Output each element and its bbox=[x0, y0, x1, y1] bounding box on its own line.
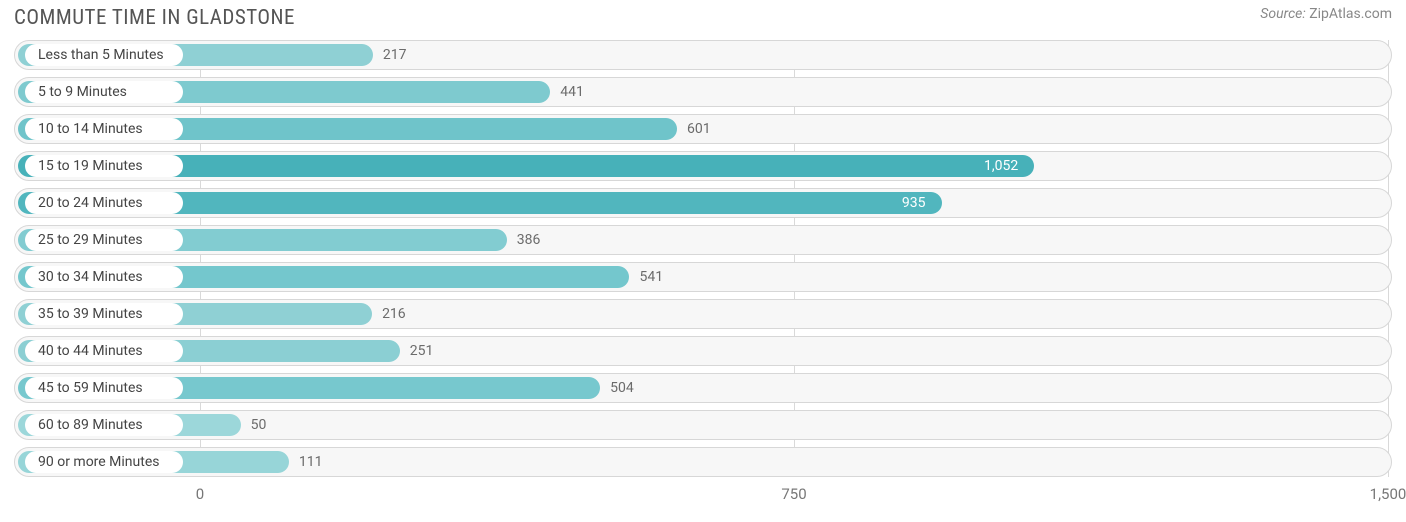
bar-row: 5 to 9 Minutes 441 bbox=[14, 77, 1392, 107]
bar-row: 10 to 14 Minutes 601 bbox=[14, 114, 1392, 144]
bar-category-label: 90 or more Minutes bbox=[25, 451, 183, 473]
chart-header: COMMUTE TIME IN GLADSTONE Source: ZipAtl… bbox=[0, 0, 1406, 34]
bar-value-label: 541 bbox=[639, 263, 663, 291]
bar-row: 30 to 34 Minutes 541 bbox=[14, 262, 1392, 292]
source-value: ZipAtlas.com bbox=[1309, 6, 1392, 22]
bar-category-label: 25 to 29 Minutes bbox=[25, 229, 183, 251]
bar-row: 25 to 29 Minutes 386 bbox=[14, 225, 1392, 255]
bar-category-label: 10 to 14 Minutes bbox=[25, 118, 183, 140]
bar-value-label: 504 bbox=[610, 374, 634, 402]
x-axis-tick: 0 bbox=[196, 485, 204, 503]
chart-source: Source: ZipAtlas.com bbox=[1260, 6, 1392, 22]
bar-row: 35 to 39 Minutes 216 bbox=[14, 299, 1392, 329]
bar-value-label: 216 bbox=[382, 300, 406, 328]
bar-row: Less than 5 Minutes 217 bbox=[14, 40, 1392, 70]
bar-category-label: 40 to 44 Minutes bbox=[25, 340, 183, 362]
chart-area: Less than 5 Minutes 217 5 to 9 Minutes 441 1… bbox=[0, 34, 1406, 509]
bar-value-label: 251 bbox=[410, 337, 434, 365]
bar-category-label: 45 to 59 Minutes bbox=[25, 377, 183, 399]
bar-row: 20 to 24 Minutes 935 bbox=[14, 188, 1392, 218]
bar-row: 45 to 59 Minutes 504 bbox=[14, 373, 1392, 403]
bar-category-label: 15 to 19 Minutes bbox=[25, 155, 183, 177]
bar-category-label: 30 to 34 Minutes bbox=[25, 266, 183, 288]
bar-value-label: 50 bbox=[251, 411, 267, 439]
bar-value-label: 386 bbox=[517, 226, 541, 254]
bar-row: 60 to 89 Minutes 50 bbox=[14, 410, 1392, 440]
bar-row: 15 to 19 Minutes 1,052 bbox=[14, 151, 1392, 181]
bar-value-label: 217 bbox=[383, 41, 407, 69]
bars-container: Less than 5 Minutes 217 5 to 9 Minutes 441 1… bbox=[14, 40, 1392, 477]
bar-row: 90 or more Minutes 111 bbox=[14, 447, 1392, 477]
bar-value-label: 441 bbox=[560, 78, 584, 106]
bar-category-label: 35 to 39 Minutes bbox=[25, 303, 183, 325]
bar-category-label: Less than 5 Minutes bbox=[25, 44, 183, 66]
x-axis-tick: 1,500 bbox=[1370, 485, 1406, 503]
bar-value-label: 1,052 bbox=[984, 152, 1018, 180]
plot-area: Less than 5 Minutes 217 5 to 9 Minutes 441 1… bbox=[14, 40, 1392, 509]
bar-category-label: 60 to 89 Minutes bbox=[25, 414, 183, 436]
chart-title: COMMUTE TIME IN GLADSTONE bbox=[14, 6, 295, 30]
source-label: Source: bbox=[1260, 6, 1305, 22]
x-axis-tick: 750 bbox=[781, 485, 806, 503]
bar-value-label: 111 bbox=[299, 448, 323, 476]
bar-row: 40 to 44 Minutes 251 bbox=[14, 336, 1392, 366]
x-axis: 07501,500 bbox=[14, 481, 1392, 509]
bar-value-label: 935 bbox=[902, 189, 926, 217]
bar-category-label: 20 to 24 Minutes bbox=[25, 192, 183, 214]
bar-category-label: 5 to 9 Minutes bbox=[25, 81, 183, 103]
bar-value-label: 601 bbox=[687, 115, 711, 143]
